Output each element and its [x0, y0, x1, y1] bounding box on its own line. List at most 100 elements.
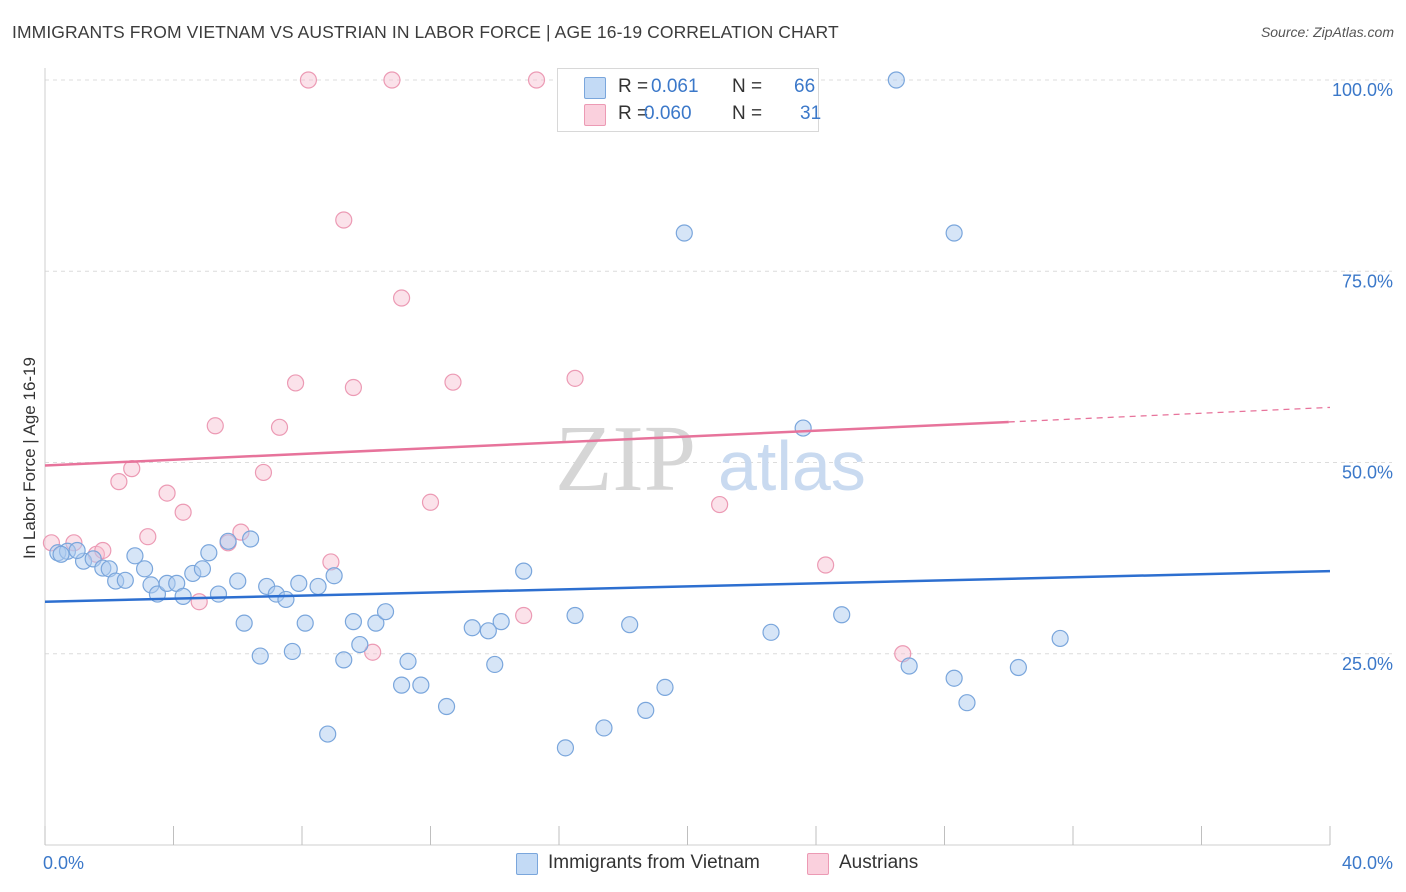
austrians-point [286, 374, 305, 392]
vietnam-point [68, 541, 86, 560]
austrians-point [158, 484, 176, 502]
vietnam-point [296, 614, 314, 632]
vietnam-point [399, 652, 417, 671]
vietnam-point [566, 606, 584, 625]
bottom-legend-label-vietnam: Immigrants from Vietnam [548, 852, 760, 873]
watermark-zip: ZIP [555, 407, 696, 511]
vietnam-point [492, 613, 510, 631]
y-tick-label: 25.0% [1342, 654, 1393, 674]
austrians-trend-line [44, 420, 1009, 467]
axes [44, 68, 1331, 846]
vietnam-point [52, 545, 70, 563]
austrians-point [174, 503, 192, 521]
y-tick-label: 100.0% [1332, 80, 1393, 100]
vietnam-point [351, 635, 369, 654]
austrians-point [421, 493, 440, 511]
vietnam-point [209, 585, 228, 603]
vietnam-point [200, 544, 218, 562]
watermark: ZIP atlas [555, 407, 866, 511]
vietnam-point [277, 590, 295, 609]
vietnam-point [135, 560, 154, 578]
austrians-point [515, 606, 533, 625]
legend-n-label: N = [732, 103, 763, 124]
vietnam-point [367, 614, 385, 632]
austrians-points [42, 71, 912, 663]
austrians-point [190, 593, 208, 611]
vietnam-point [958, 694, 976, 712]
austrians-point [335, 211, 353, 229]
austrians-point [299, 71, 318, 89]
austrians-point [270, 418, 289, 436]
austrians-point [110, 473, 128, 491]
vietnam-point [762, 623, 780, 641]
vietnam-point [126, 547, 144, 565]
vietnam-point [376, 603, 395, 621]
austrians-point [392, 289, 411, 307]
vietnam-point [242, 530, 260, 548]
vietnam-point [319, 725, 337, 743]
vietnam-point [656, 678, 674, 697]
y-tick-labels: 25.0% 50.0% 75.0% 100.0% [1332, 80, 1393, 674]
austrians-point [139, 528, 157, 546]
legend-n-label: N = [732, 76, 763, 97]
austrians-trend-extension [1008, 406, 1331, 423]
vietnam-trend-line [44, 569, 1331, 603]
austrians-point [527, 71, 546, 89]
vietnam-point [900, 657, 918, 675]
austrians-point [817, 556, 835, 574]
bottom-legend-swatch-vietnam [516, 853, 538, 875]
vietnam-point [309, 577, 327, 596]
vietnam-point [437, 697, 456, 716]
trend-lines [44, 406, 1331, 603]
vietnam-points [49, 71, 1069, 757]
vietnam-point [174, 587, 192, 605]
vietnam-point [463, 619, 481, 637]
vietnam-point [235, 614, 253, 632]
vietnam-point [637, 701, 655, 719]
bottom-legend-label-austrians: Austrians [839, 852, 919, 873]
vietnam-point [229, 572, 247, 590]
vietnam-point [945, 669, 963, 687]
vietnam-point [945, 224, 963, 242]
vietnam-point [833, 606, 851, 624]
legend-n-value: 31 [800, 103, 822, 124]
legend-swatch-vietnam [584, 77, 606, 99]
austrians-point [566, 369, 584, 387]
vietnam-point [515, 562, 533, 580]
vietnam-point [595, 719, 613, 737]
bottom-legend-swatch-austrians [807, 853, 829, 875]
vietnam-point [675, 224, 693, 242]
vietnam-point [556, 739, 575, 757]
austrians-point [206, 417, 224, 435]
vietnam-point [116, 571, 134, 589]
austrians-point [254, 463, 273, 482]
vietnam-point [283, 642, 301, 661]
vietnam-point [479, 622, 497, 640]
vietnam-point [344, 613, 362, 631]
source-label: Source: ZipAtlas.com [1260, 24, 1394, 40]
grid-lines [45, 79, 1392, 655]
austrians-point [383, 71, 401, 89]
chart-title: IMMIGRANTS FROM VIETNAM VS AUSTRIAN IN L… [12, 22, 839, 42]
x-tick-labels: 0.0% 40.0% [43, 853, 1393, 873]
austrians-point [711, 495, 729, 514]
y-tick-label: 50.0% [1342, 463, 1393, 483]
legend-n-value: 66 [794, 76, 816, 97]
austrians-point [444, 373, 462, 391]
correlation-legend: R = 0.061 N = 66 R = 0.060 N = 31 [557, 68, 822, 132]
vietnam-point [325, 567, 343, 585]
legend-r-value: 0.060 [644, 103, 692, 124]
vietnam-point [794, 419, 812, 437]
vietnam-point [1051, 629, 1069, 648]
vietnam-point [392, 676, 411, 694]
vietnam-point [193, 560, 212, 578]
vietnam-point [219, 532, 237, 550]
x-tick-label-min: 0.0% [43, 853, 84, 873]
legend-r-value: 0.061 [651, 76, 699, 97]
vietnam-point [621, 616, 639, 634]
y-tick-label: 75.0% [1342, 271, 1393, 291]
vietnam-point [290, 574, 308, 592]
watermark-atlas: atlas [718, 427, 866, 505]
vietnam-point [412, 676, 430, 694]
